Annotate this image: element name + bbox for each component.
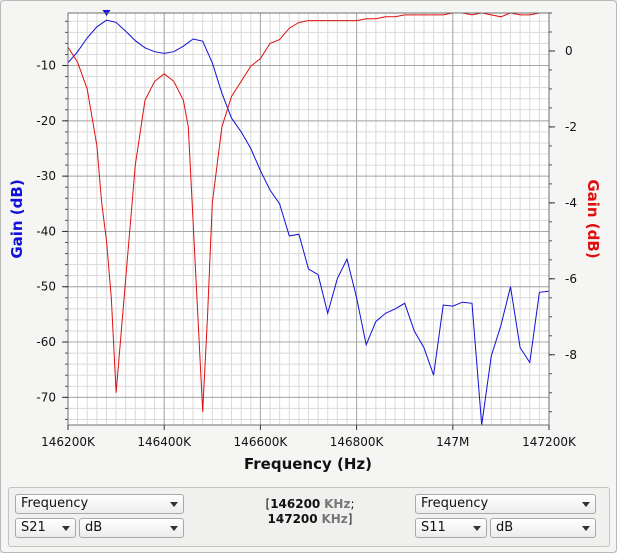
x-tick-label: 147200K [522, 435, 577, 449]
ticks: 146200K 146400K 146600K 146800K 147M 147200K -… [36, 12, 577, 449]
chart[interactable]: 146200K 146400K 146600K 146800K 147M 147200K -… [0, 0, 617, 480]
range-stop-unit: KHz [321, 512, 348, 526]
right-mode-value: Frequency [421, 496, 489, 511]
y-left-tick-label: -30 [36, 169, 56, 183]
series-line-s11 [68, 13, 549, 412]
y-left-tick-label: -10 [36, 59, 56, 73]
y-right-tick-label: -4 [565, 196, 577, 210]
right-param-select[interactable]: S11 [415, 518, 487, 538]
range-start: 146200 [270, 497, 321, 511]
x-tick-label: 146800K [330, 435, 385, 449]
y-left-tick-label: -40 [36, 224, 56, 238]
x-tick-label: 146400K [137, 435, 192, 449]
y-left-tick-label: -70 [36, 390, 56, 404]
y-right-tick-label: -6 [565, 272, 577, 286]
range-separator: ; [350, 497, 355, 511]
y-axis-right-label: Gain (dB) [584, 179, 602, 258]
left-mode-select[interactable]: Frequency [15, 494, 184, 514]
x-tick-label: 146600K [234, 435, 289, 449]
left-unit-select[interactable]: dB [79, 518, 184, 538]
left-param-value: S21 [21, 520, 46, 535]
plot-border [67, 12, 550, 426]
chevron-down-icon [62, 526, 70, 531]
chevron-down-icon [170, 502, 178, 507]
y-right-tick-label: 0 [565, 44, 573, 58]
x-tick-label: 147M [436, 435, 469, 449]
range-close-bracket: ] [347, 512, 353, 526]
right-param-value: S11 [421, 520, 446, 535]
chevron-down-icon [170, 526, 178, 531]
x-axis-label: Frequency (Hz) [244, 455, 372, 473]
x-tick-label: 146200K [41, 435, 96, 449]
range-open-bracket: [ [265, 497, 271, 511]
left-mode-value: Frequency [21, 496, 89, 511]
chevron-down-icon [582, 526, 590, 531]
y-right-tick-label: -2 [565, 120, 577, 134]
y-right-tick-label: -8 [565, 348, 577, 362]
right-mode-select[interactable]: Frequency [415, 494, 596, 514]
left-unit-value: dB [85, 520, 103, 535]
y-left-tick-label: -60 [36, 335, 56, 349]
frequency-range: [146200 KHz; 147200 KHz] [240, 497, 380, 527]
left-param-select[interactable]: S21 [15, 518, 76, 538]
right-unit-select[interactable]: dB [490, 518, 596, 538]
y-left-tick-label: -50 [36, 280, 56, 294]
y-left-tick-label: -20 [36, 114, 56, 128]
series-line-s21 [68, 19, 549, 425]
right-unit-value: dB [496, 520, 514, 535]
chevron-down-icon [582, 502, 590, 507]
y-axis-left-label: Gain (dB) [8, 179, 26, 258]
chevron-down-icon [473, 526, 481, 531]
range-stop: 147200 [267, 512, 318, 526]
grid [67, 13, 550, 425]
range-start-unit: KHz [324, 497, 351, 511]
